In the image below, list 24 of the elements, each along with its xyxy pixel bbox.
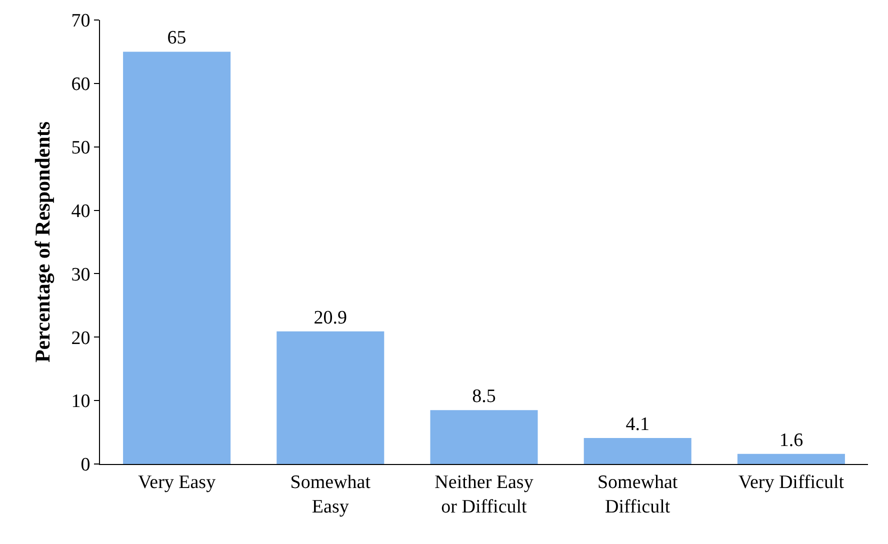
data-label: 8.5 — [472, 386, 496, 408]
data-label: 20.9 — [314, 307, 348, 328]
bar — [276, 331, 384, 464]
data-label: 1.6 — [779, 430, 804, 451]
bar — [430, 410, 538, 464]
x-tick-label: Very Easy — [138, 472, 216, 493]
bar — [584, 438, 692, 464]
x-tick-label: Very Difficult — [738, 472, 845, 493]
bar — [123, 52, 231, 464]
y-tick-label: 70 — [71, 10, 90, 32]
x-tick-label: Neither Easy or Difficult — [434, 472, 534, 518]
data-label: 65 — [167, 28, 186, 49]
y-tick-label: 0 — [80, 454, 90, 476]
y-tick-label: 40 — [71, 200, 90, 222]
y-tick-label: 60 — [71, 74, 90, 96]
x-tick-label: Somewhat Easy — [290, 472, 372, 518]
y-tick-label: 30 — [71, 264, 90, 286]
y-tick-label: 10 — [71, 391, 90, 412]
y-axis-title: Percentage of Respondents — [30, 121, 54, 363]
y-tick-label: 50 — [71, 138, 90, 159]
x-tick-label: Somewhat Difficult — [597, 472, 678, 518]
data-label: 4.1 — [626, 414, 650, 435]
y-tick-label: 20 — [71, 328, 90, 349]
bar — [737, 454, 845, 464]
